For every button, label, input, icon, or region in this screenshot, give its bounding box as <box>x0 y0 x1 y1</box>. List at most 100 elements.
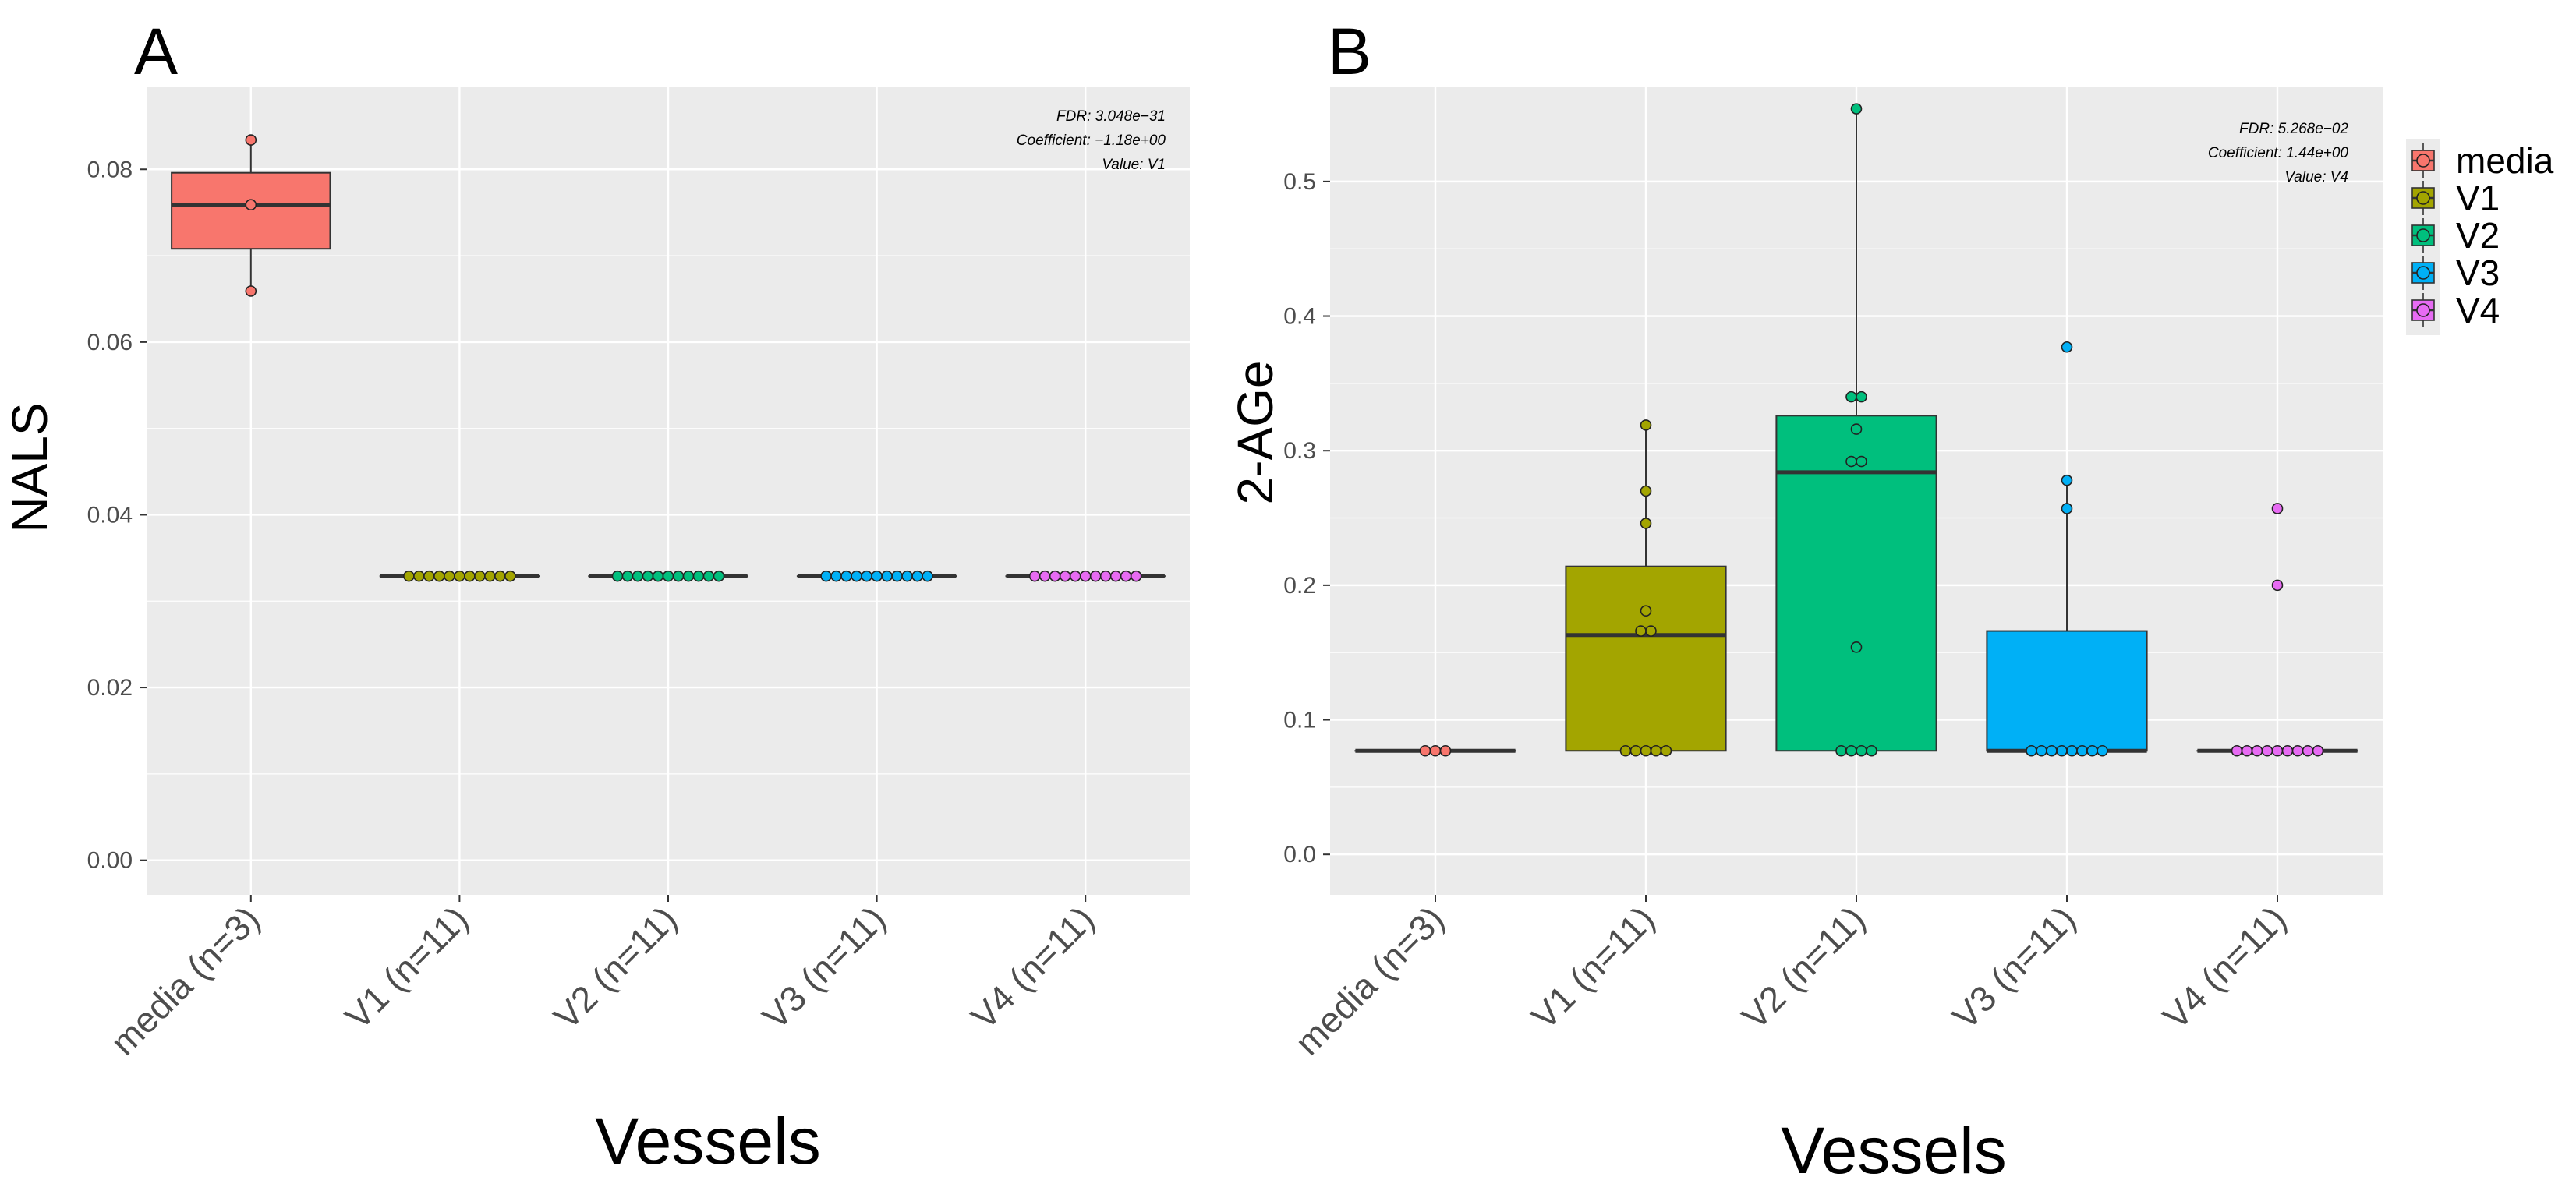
data-point-V2 <box>1856 455 1867 468</box>
panel-b-x-label: Vessels <box>1781 1114 2007 1187</box>
y-tick-label: 0.1 <box>1283 708 1316 733</box>
data-point-V1 <box>1645 625 1657 637</box>
y-tick-label: 0.2 <box>1283 573 1316 599</box>
box-body <box>171 171 331 250</box>
y-tick-label: 0.4 <box>1283 304 1316 330</box>
data-point-V2 <box>642 570 654 582</box>
panel-a-points <box>245 134 1142 582</box>
panel-b-boxes <box>1354 108 2358 753</box>
x-tick-label: V3 (n=11) <box>1944 898 2083 1037</box>
data-point-V4 <box>1120 570 1132 582</box>
legend-item-V4: V4 <box>2411 290 2500 330</box>
data-point-media <box>245 199 257 210</box>
data-point-V4 <box>1099 570 1112 582</box>
x-tick-label: V3 (n=11) <box>755 898 893 1037</box>
panel-a-coefficient: Coefficient: −1.18e+00 <box>1017 133 1166 149</box>
x-tick-label: V1 (n=11) <box>1523 898 1662 1037</box>
data-point-V1 <box>1640 485 1652 497</box>
data-point-V2 <box>662 570 674 582</box>
data-point-V4 <box>1028 570 1041 582</box>
data-point-V3 <box>891 570 903 582</box>
data-point-V2 <box>692 570 705 582</box>
x-tick-label: V2 (n=11) <box>1734 898 1873 1037</box>
box-body <box>1565 565 1727 752</box>
data-point-V2 <box>672 570 685 582</box>
data-point-V3 <box>871 570 883 582</box>
data-point-V1 <box>1660 744 1672 757</box>
data-point-V1 <box>1635 625 1647 637</box>
data-point-V4 <box>1039 570 1051 582</box>
panel-a-x-axis: media (n=3) V1 (n=11) V2 (n=11) V3 (n=11) V4… <box>103 895 1102 1063</box>
data-point-V3 <box>2046 744 2058 757</box>
data-point-V2 <box>1835 744 1847 757</box>
data-point-media <box>1429 744 1442 757</box>
x-tick-label: V4 (n=11) <box>963 898 1102 1037</box>
y-tick-label: 0.06 <box>87 330 133 355</box>
data-point-V4 <box>2241 744 2253 757</box>
box-body <box>1775 415 1937 752</box>
data-point-V3 <box>830 570 842 582</box>
panel-a-label: A <box>134 15 178 88</box>
data-point-V3 <box>2086 744 2098 757</box>
data-point-V3 <box>2076 744 2088 757</box>
y-tick-label: 0.08 <box>87 157 133 182</box>
data-point-V2 <box>1850 103 1863 115</box>
data-point-V1 <box>1640 518 1652 529</box>
data-point-V1 <box>1640 419 1652 431</box>
data-point-V3 <box>820 570 832 582</box>
y-tick-label: 0.0 <box>1283 842 1316 868</box>
data-point-V1 <box>423 570 435 582</box>
data-point-V1 <box>1619 744 1632 757</box>
panel-a-y-axis: 0.00 0.02 0.04 0.06 0.08 <box>87 157 147 874</box>
data-point-V4 <box>2291 744 2304 757</box>
panel-a-value: Value: V1 <box>1102 157 1166 173</box>
y-tick-label: 0.00 <box>87 848 133 874</box>
panel-b-coefficient: Coefficient: 1.44e+00 <box>2208 145 2349 161</box>
data-point-V4 <box>1059 570 1071 582</box>
legend-point <box>2416 191 2430 205</box>
data-point-V2 <box>611 570 624 582</box>
y-tick-label: 0.04 <box>87 502 133 528</box>
data-point-V3 <box>2066 744 2078 757</box>
legend-point <box>2416 154 2430 168</box>
data-point-V2 <box>1866 744 1877 757</box>
panel-b-y-label: 2-AGe <box>1227 361 1283 505</box>
data-point-V3 <box>2036 744 2047 757</box>
y-tick-label: 0.02 <box>87 675 133 701</box>
box-V2 <box>1775 108 1937 752</box>
data-point-V2 <box>1845 391 1857 403</box>
legend-label: media <box>2456 140 2554 181</box>
data-point-V4 <box>1049 570 1061 582</box>
data-point-V4 <box>1079 570 1092 582</box>
data-point-V1 <box>504 570 516 582</box>
data-point-V1 <box>1640 744 1652 757</box>
legend-item-V1: V1 <box>2411 178 2500 218</box>
data-point-V1 <box>464 570 476 582</box>
data-point-V4 <box>1089 570 1102 582</box>
x-tick-label: media (n=3) <box>1287 898 1452 1062</box>
panel-b-y-axis: 0.0 0.1 0.2 0.3 0.4 0.5 <box>1283 169 1330 868</box>
data-point-V2 <box>1845 455 1857 468</box>
legend-item-V3: V3 <box>2411 253 2500 293</box>
x-tick-label: media (n=3) <box>103 898 267 1062</box>
data-point-V3 <box>2056 744 2068 757</box>
panel-a-y-label: NALS <box>2 402 58 532</box>
data-point-V2 <box>652 570 664 582</box>
panel-a-annotation: FDR: 3.048e−31 Coefficient: −1.18e+00 Va… <box>1017 108 1166 173</box>
data-point-V4 <box>2261 744 2273 757</box>
data-point-V2 <box>1856 391 1867 403</box>
data-point-V1 <box>403 570 415 582</box>
data-point-V1 <box>494 570 506 582</box>
legend-label: V3 <box>2456 253 2500 293</box>
panel-b-x-axis: media (n=3) V1 (n=11) V2 (n=11) V3 (n=11) V4… <box>1287 895 2294 1063</box>
legend-point <box>2416 303 2430 317</box>
data-point-V4 <box>1069 570 1081 582</box>
data-point-media <box>1439 744 1452 757</box>
data-point-V3 <box>2061 341 2073 353</box>
panel-b-annotation: FDR: 5.268e−02 Coefficient: 1.44e+00 Val… <box>2208 121 2349 186</box>
panel-b-fdr: FDR: 5.268e−02 <box>2239 121 2348 137</box>
legend-label: V4 <box>2456 290 2500 330</box>
data-point-V4 <box>2302 744 2314 757</box>
